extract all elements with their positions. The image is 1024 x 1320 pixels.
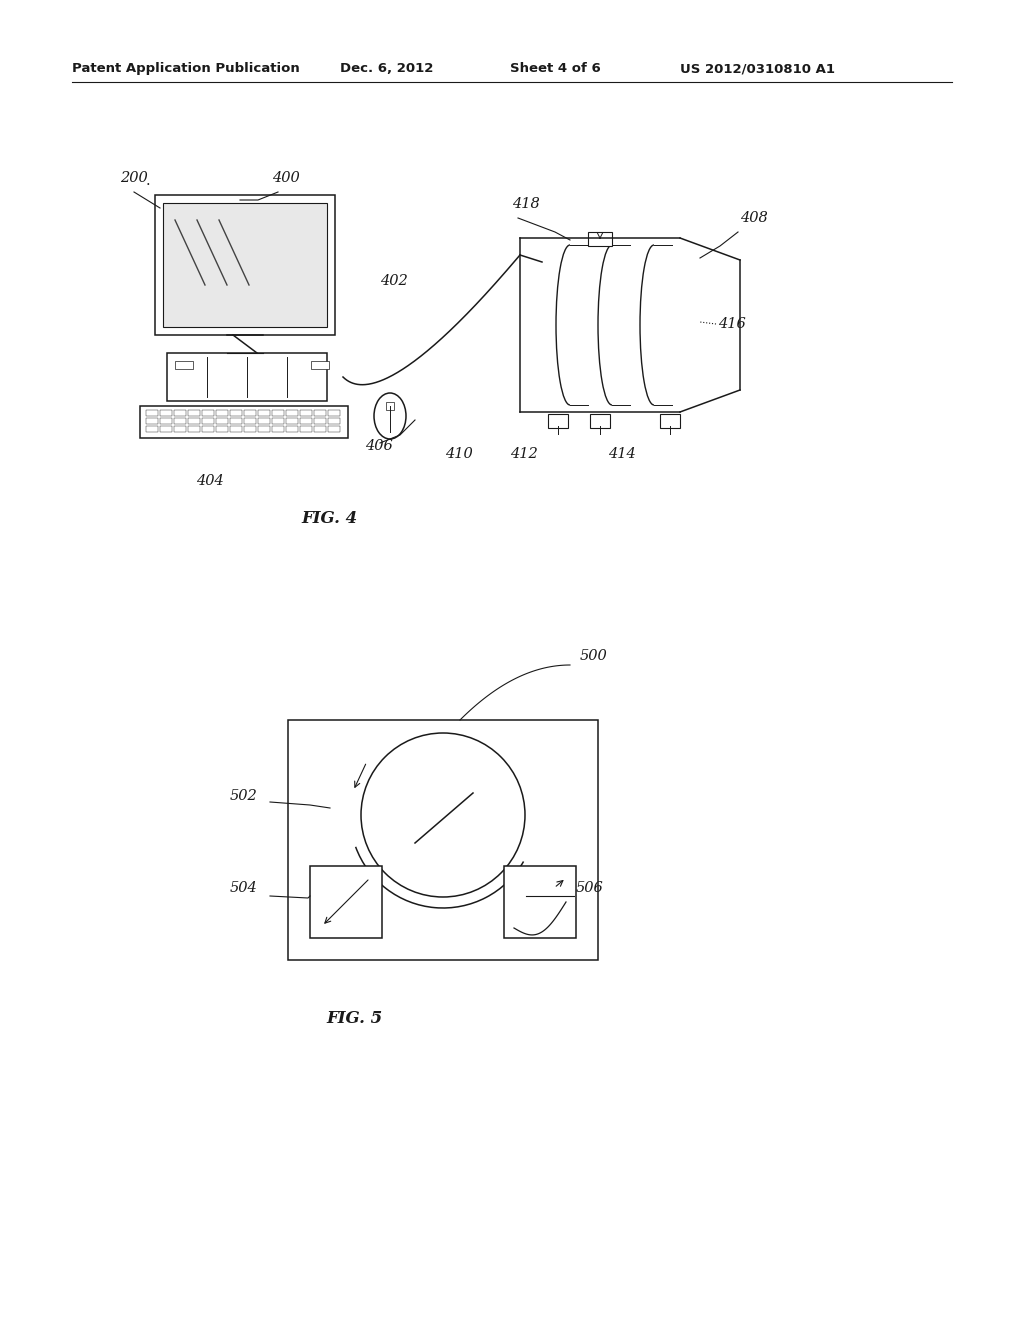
Bar bbox=[314, 426, 326, 432]
Bar bbox=[175, 360, 193, 370]
Bar bbox=[386, 403, 394, 411]
Bar bbox=[300, 418, 312, 424]
Bar bbox=[288, 719, 598, 960]
Bar bbox=[300, 411, 312, 416]
Bar bbox=[311, 360, 329, 370]
Bar bbox=[230, 418, 242, 424]
Bar bbox=[155, 195, 335, 335]
Text: US 2012/0310810 A1: US 2012/0310810 A1 bbox=[680, 62, 835, 75]
Bar bbox=[174, 411, 186, 416]
Bar bbox=[216, 418, 228, 424]
Bar bbox=[660, 414, 680, 428]
Bar bbox=[328, 418, 340, 424]
Bar bbox=[146, 426, 158, 432]
Bar bbox=[216, 426, 228, 432]
Bar bbox=[244, 418, 256, 424]
Bar bbox=[286, 418, 298, 424]
Bar bbox=[310, 866, 382, 939]
Bar bbox=[188, 426, 200, 432]
Bar bbox=[314, 411, 326, 416]
Bar bbox=[163, 203, 327, 327]
Ellipse shape bbox=[374, 393, 406, 440]
Bar bbox=[244, 411, 256, 416]
Text: 414: 414 bbox=[608, 447, 636, 461]
Text: 502: 502 bbox=[230, 789, 258, 803]
Bar bbox=[230, 411, 242, 416]
Text: 408: 408 bbox=[740, 211, 768, 224]
Bar bbox=[174, 426, 186, 432]
Text: 410: 410 bbox=[445, 447, 473, 461]
Bar bbox=[167, 352, 327, 401]
Bar bbox=[300, 426, 312, 432]
Bar bbox=[160, 426, 172, 432]
Bar bbox=[230, 426, 242, 432]
Text: 412: 412 bbox=[510, 447, 538, 461]
Bar bbox=[216, 411, 228, 416]
Text: 416: 416 bbox=[718, 317, 745, 331]
Bar bbox=[160, 411, 172, 416]
Text: 504: 504 bbox=[230, 880, 258, 895]
Text: 404: 404 bbox=[196, 474, 224, 488]
Bar bbox=[328, 426, 340, 432]
Text: 506: 506 bbox=[575, 880, 604, 895]
Text: 402: 402 bbox=[380, 275, 408, 288]
Text: 200: 200 bbox=[120, 172, 147, 185]
Text: Dec. 6, 2012: Dec. 6, 2012 bbox=[340, 62, 433, 75]
Bar bbox=[590, 414, 610, 428]
Bar bbox=[272, 411, 284, 416]
Bar bbox=[314, 418, 326, 424]
Bar bbox=[588, 232, 612, 246]
Text: Sheet 4 of 6: Sheet 4 of 6 bbox=[510, 62, 601, 75]
Bar bbox=[174, 418, 186, 424]
Text: FIG. 4: FIG. 4 bbox=[302, 510, 358, 527]
Bar bbox=[140, 407, 348, 438]
Bar bbox=[272, 426, 284, 432]
Bar bbox=[272, 418, 284, 424]
Bar bbox=[258, 411, 270, 416]
Bar bbox=[188, 418, 200, 424]
Bar bbox=[202, 418, 214, 424]
Bar bbox=[202, 426, 214, 432]
Bar bbox=[328, 411, 340, 416]
Text: .: . bbox=[146, 174, 151, 187]
Bar bbox=[258, 418, 270, 424]
Text: 500: 500 bbox=[580, 649, 608, 663]
Bar bbox=[286, 426, 298, 432]
Bar bbox=[258, 426, 270, 432]
Bar bbox=[504, 866, 575, 939]
Bar bbox=[244, 426, 256, 432]
Bar bbox=[548, 414, 568, 428]
Text: 406: 406 bbox=[365, 440, 393, 453]
Bar bbox=[286, 411, 298, 416]
Bar bbox=[202, 411, 214, 416]
Bar bbox=[160, 418, 172, 424]
Text: 400: 400 bbox=[272, 172, 300, 185]
Text: 418: 418 bbox=[512, 197, 540, 211]
Bar bbox=[146, 418, 158, 424]
Text: Patent Application Publication: Patent Application Publication bbox=[72, 62, 300, 75]
Bar bbox=[188, 411, 200, 416]
Text: FIG. 5: FIG. 5 bbox=[327, 1010, 383, 1027]
Ellipse shape bbox=[361, 733, 525, 898]
Bar bbox=[146, 411, 158, 416]
